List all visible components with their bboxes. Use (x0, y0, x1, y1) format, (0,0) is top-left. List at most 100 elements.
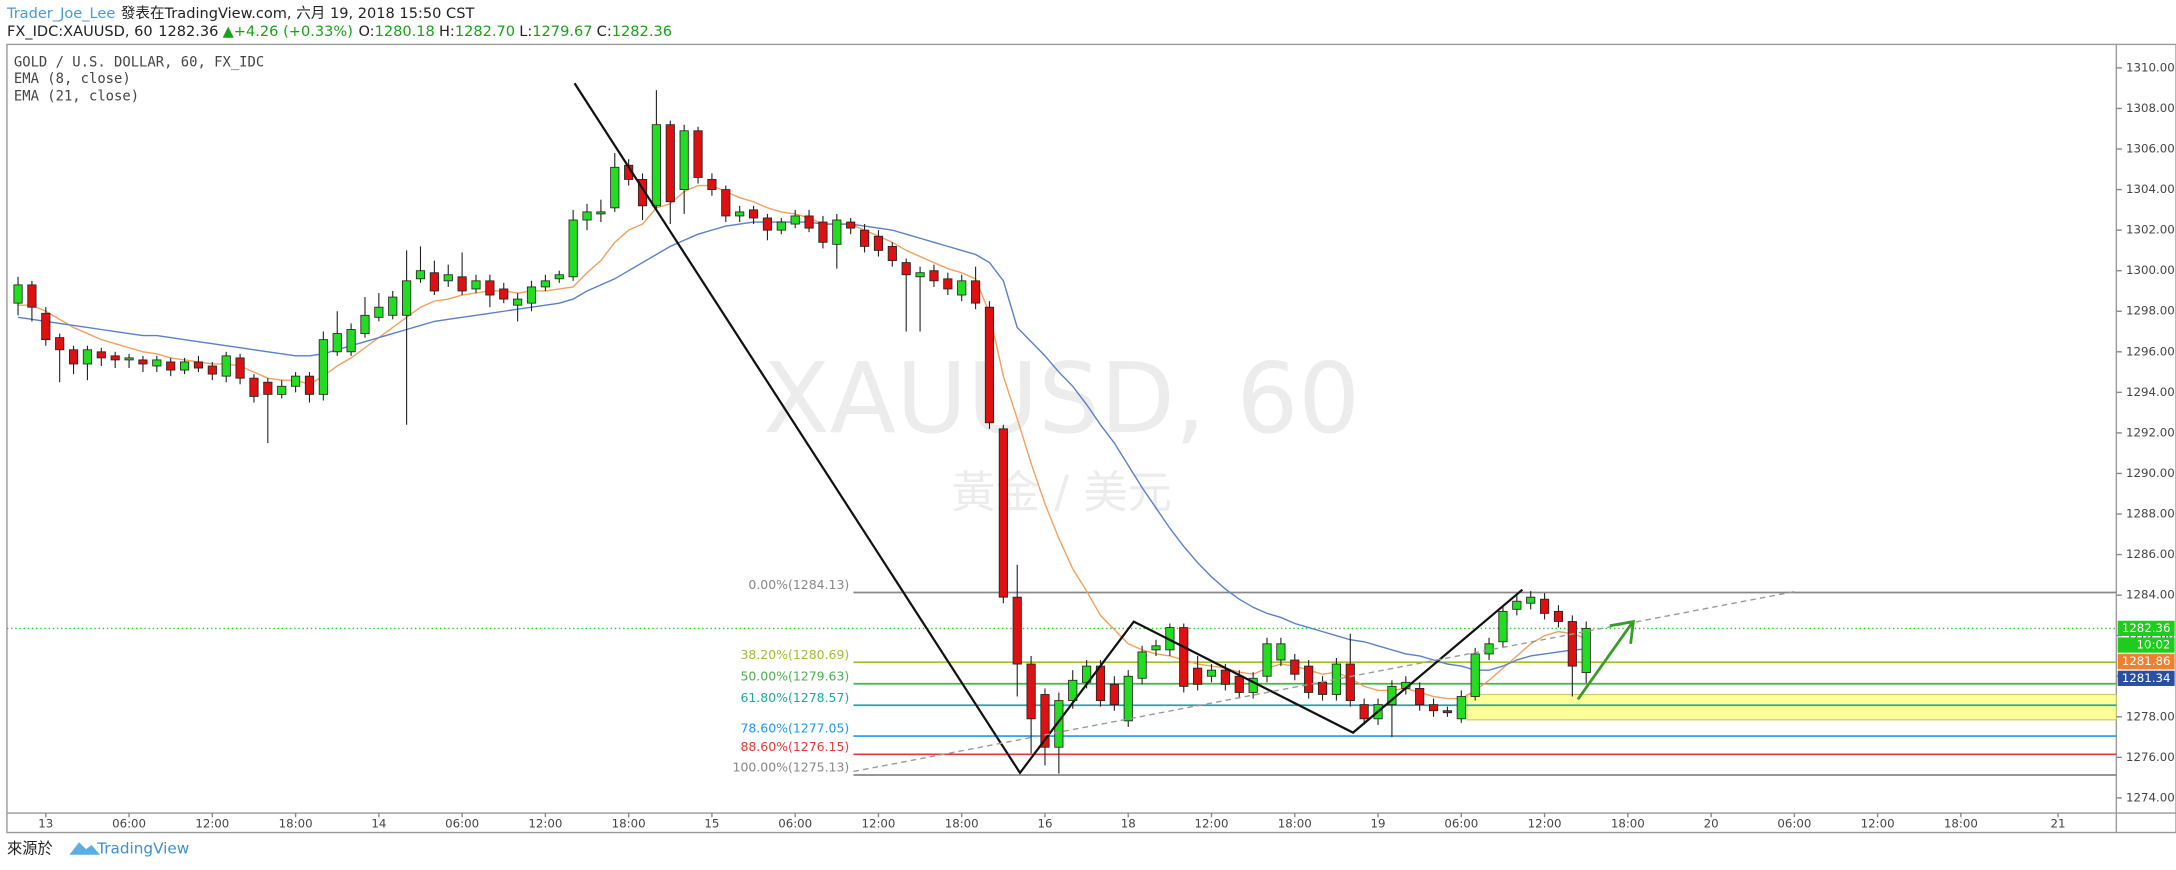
candle-body (859, 229, 870, 247)
candle-body (82, 349, 93, 365)
candle-body (443, 274, 453, 282)
candle-body (1179, 627, 1189, 687)
candle-body (901, 262, 911, 276)
y-tick-label: 1292.00 (2126, 425, 2175, 439)
price-tag (2117, 637, 2175, 653)
y-tick-label: 1310.00 (2126, 60, 2175, 74)
x-tick-label: 06:00 (1777, 817, 1811, 831)
arrow (1576, 622, 1634, 701)
candle-body (832, 219, 842, 245)
candle-body (1456, 696, 1466, 720)
price-tag-label: 1281.34 (2122, 671, 2171, 685)
fib-label: 0.00%(1284.13) (748, 577, 849, 592)
x-tick-label: 06:00 (445, 817, 479, 831)
tradingview-logo (69, 842, 100, 855)
candle-body (873, 235, 884, 251)
footer-brand[interactable]: TradingView (96, 840, 189, 858)
candle-body (1539, 598, 1550, 614)
candle-body (499, 288, 509, 300)
price-tag-label: 1281.86 (2122, 654, 2171, 668)
candle-body (957, 280, 967, 296)
candle-body (1193, 667, 1203, 685)
candle-body (291, 375, 301, 387)
y-tick-label: 1294.00 (2126, 385, 2175, 399)
candle-body (27, 284, 37, 308)
candle-body (1137, 651, 1147, 679)
candle-body (610, 166, 620, 209)
fib-label: 100.00%(1275.13) (733, 760, 850, 775)
candle-body (596, 211, 606, 215)
y-tick-label: 1296.00 (2126, 344, 2175, 358)
x-tick-label: 14 (371, 817, 386, 831)
y-tick-label: 1302.00 (2126, 223, 2175, 237)
candle-body (513, 298, 523, 306)
author[interactable]: Trader_Joe_Lee (6, 5, 115, 22)
x-tick-label: 18:00 (1944, 817, 1978, 831)
price-tag (2117, 654, 2175, 670)
candle-body (41, 312, 51, 341)
dashed-trendline (853, 590, 1798, 773)
price-tag-label: 10:02 (2136, 638, 2170, 652)
candle-body (485, 280, 495, 296)
drawings (573, 82, 1798, 775)
candle-body (221, 355, 231, 377)
x-tick-label: 18:00 (612, 817, 646, 831)
chart-frame (6, 43, 2176, 834)
candle-body (1428, 704, 1439, 712)
candle-body (1498, 610, 1508, 643)
candle-body (249, 377, 259, 397)
candle-body (1526, 596, 1536, 604)
candle-body (1068, 679, 1078, 701)
candle-body (1220, 669, 1230, 685)
x-tick-label: 12:00 (195, 817, 229, 831)
candle-body (748, 209, 759, 219)
x-tick-label: 18:00 (945, 817, 979, 831)
candle-body (152, 359, 162, 367)
candle-body (707, 179, 717, 191)
ohlc-label: O: (358, 23, 374, 40)
candle-body (304, 375, 315, 395)
y-tick-label: 1306.00 (2126, 142, 2175, 156)
candle-body (457, 276, 467, 292)
candle-body (1304, 665, 1314, 693)
candle-body (665, 124, 675, 203)
candle-body (998, 428, 1008, 598)
candle-body (1082, 665, 1092, 683)
candle-body (971, 280, 981, 304)
trend-drawing (573, 82, 1524, 775)
candle-body (1040, 694, 1050, 748)
candle-body (984, 306, 995, 424)
candle-body (735, 211, 745, 217)
candle-body (1442, 710, 1453, 714)
candle-body (179, 361, 190, 371)
y-tick-label: 1288.00 (2126, 507, 2175, 521)
candle-body (1415, 687, 1425, 706)
ohlc-value: 1282.36 (612, 23, 672, 40)
candle-body (1206, 669, 1217, 677)
candle-body (263, 381, 273, 395)
fib-label: 50.00%(1279.63) (740, 668, 849, 683)
candle-body (277, 385, 287, 395)
x-tick-label: 21 (2051, 817, 2066, 831)
candle-body (1553, 610, 1564, 622)
candle-body (540, 280, 550, 288)
plot-layer (13, 90, 1591, 774)
ema-line (17, 221, 1587, 671)
candle-body (388, 296, 398, 316)
candle-body (915, 272, 925, 278)
candle-body (651, 124, 661, 207)
candle-body (346, 329, 356, 353)
candle-body (360, 314, 370, 334)
candle-body (1276, 643, 1286, 661)
candle-body (1345, 663, 1355, 701)
candle-body (1290, 659, 1300, 675)
header-line-2: FX_IDC:XAUUSD, 60 1282.36 ▲+4.26 (+0.33%) O… (7, 23, 672, 40)
x-tick-label: 18 (1121, 817, 1136, 831)
candle-body (526, 286, 537, 304)
candle-body (193, 361, 204, 369)
candle-body (429, 272, 439, 292)
candle-body (471, 280, 481, 290)
x-tick-label: 12:00 (1195, 817, 1229, 831)
y-tick-label: 1276.00 (2126, 750, 2175, 764)
